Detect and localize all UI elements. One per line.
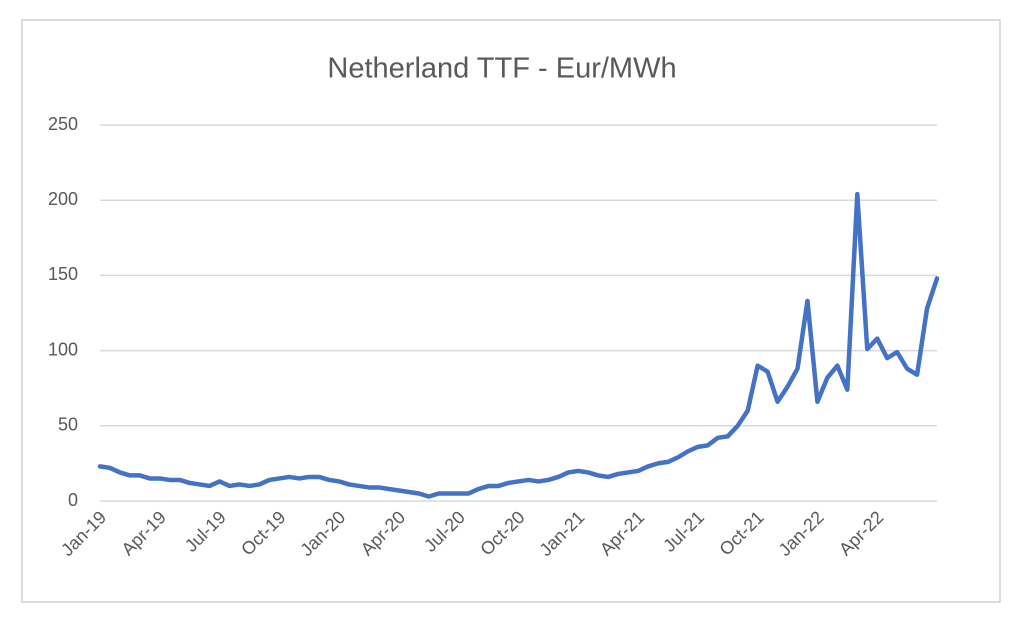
y-tick-label: 150 — [48, 264, 78, 284]
data-line — [97, 191, 940, 499]
y-tick-label: 0 — [68, 490, 78, 510]
chart-border — [21, 19, 1001, 603]
y-tick-label: 250 — [48, 114, 78, 134]
y-tick-label: 200 — [48, 189, 78, 209]
y-tick-label: 50 — [58, 415, 78, 435]
chart-title: Netherland TTF - Eur/MWh — [327, 53, 676, 85]
y-tick-label: 100 — [48, 339, 78, 359]
